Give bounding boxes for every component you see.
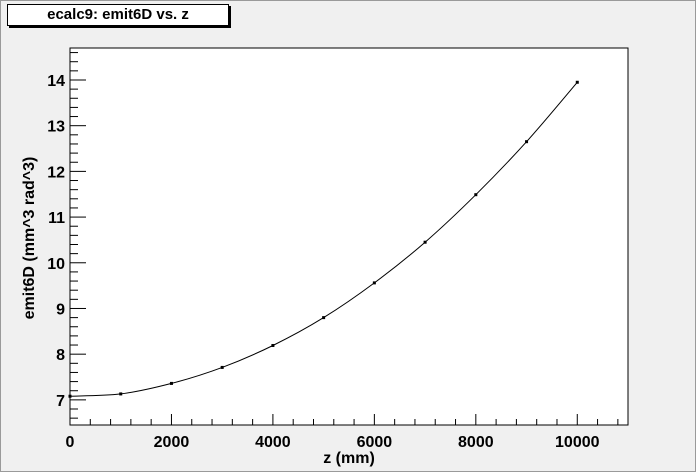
data-point bbox=[271, 343, 275, 347]
y-tick-label: 9 bbox=[56, 301, 65, 318]
y-tick-label: 8 bbox=[56, 347, 65, 364]
x-tick-labels: 0 2000 4000 6000 8000 10000 bbox=[66, 434, 600, 451]
data-point bbox=[575, 80, 579, 84]
x-tick-label: 8000 bbox=[458, 434, 494, 451]
data-point bbox=[474, 193, 478, 197]
x-axis-title: z (mm) bbox=[323, 450, 375, 467]
x-tick-label: 4000 bbox=[255, 434, 291, 451]
y-tick-label: 11 bbox=[48, 210, 65, 227]
y-tick-label: 12 bbox=[47, 164, 65, 181]
data-point bbox=[525, 140, 529, 144]
data-point bbox=[169, 381, 173, 385]
axis-ticks bbox=[69, 52, 619, 425]
series-line bbox=[69, 81, 578, 397]
x-tick-label: 10000 bbox=[555, 434, 600, 451]
data-point bbox=[68, 394, 72, 398]
y-tick-label: 13 bbox=[47, 119, 65, 136]
y-tick-label: 7 bbox=[56, 393, 65, 410]
y-tick-labels: 7 8 9 10 11 12 13 14 bbox=[47, 73, 65, 410]
y-tick-label: 10 bbox=[47, 256, 65, 273]
y-axis-title: emit6D (mm^3 rad^3) bbox=[21, 157, 38, 320]
data-points bbox=[68, 80, 579, 398]
x-tick-label: 0 bbox=[66, 434, 75, 451]
plot-frame bbox=[69, 47, 629, 426]
data-point bbox=[423, 240, 427, 244]
x-tick-label: 2000 bbox=[154, 434, 190, 451]
data-point bbox=[220, 365, 224, 369]
data-point bbox=[322, 316, 326, 320]
chart-title: ecalc9: emit6D vs. z bbox=[7, 4, 229, 26]
y-tick-label: 14 bbox=[47, 73, 65, 90]
data-point bbox=[372, 281, 376, 285]
x-tick-label: 6000 bbox=[357, 434, 393, 451]
data-point bbox=[119, 392, 123, 396]
